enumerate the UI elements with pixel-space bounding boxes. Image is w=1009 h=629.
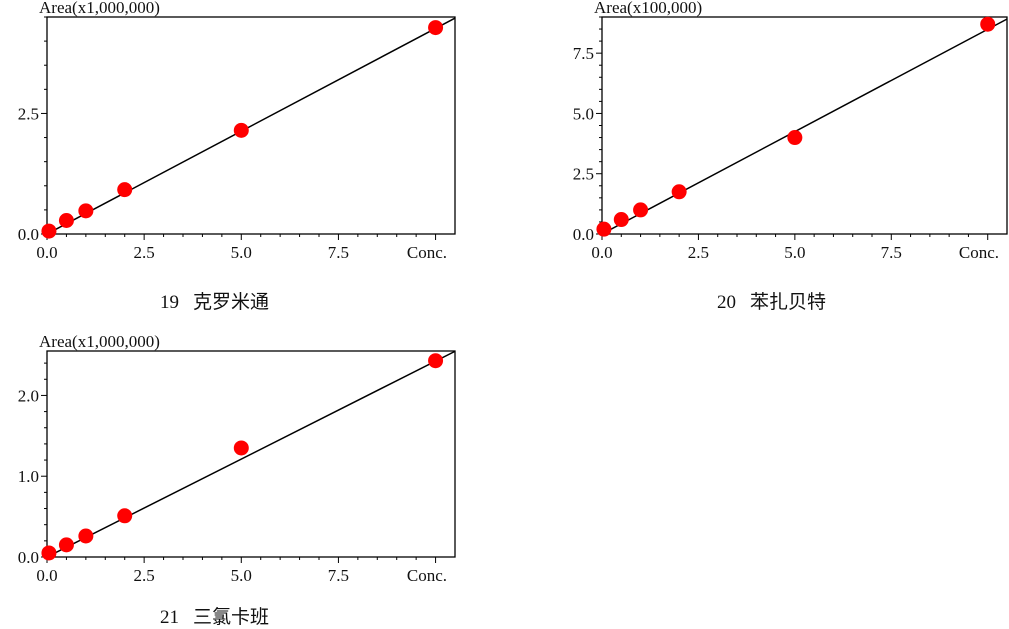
calibration-fit-line xyxy=(47,17,455,234)
data-point xyxy=(117,508,133,524)
x-tick-label: 5.0 xyxy=(231,566,252,585)
data-point xyxy=(41,545,57,561)
calibration-fit-line xyxy=(602,18,1007,234)
y-tick-label: 0.0 xyxy=(18,225,39,244)
data-point xyxy=(78,528,94,544)
data-point xyxy=(428,353,444,369)
caption-number: 20 xyxy=(717,292,736,313)
y-axis-label: Area(x1,000,000) xyxy=(39,0,160,17)
y-tick-label: 7.5 xyxy=(573,44,594,63)
y-axis-label: Area(x100,000) xyxy=(594,0,702,17)
chart-caption-20: 20 苯扎贝特 xyxy=(717,287,826,314)
caption-compound-name: 三氯卡班 xyxy=(193,606,270,628)
y-tick-label: 0.0 xyxy=(18,548,39,567)
chart-panel-19: Area(x1,000,000) 0.0 2.5 5.0 7.5 Conc. 0.0 2.5 xyxy=(0,0,470,290)
data-point xyxy=(78,203,94,219)
x-tick-label: 7.5 xyxy=(328,566,349,585)
caption-compound-name: 克罗米通 xyxy=(193,291,270,313)
plot-frame xyxy=(46,350,456,558)
data-point xyxy=(58,212,74,228)
data-point xyxy=(233,122,249,138)
caption-number: 19 xyxy=(160,292,179,313)
caption-number: 21 xyxy=(160,607,179,628)
x-tick-label: 2.5 xyxy=(134,566,155,585)
y-axis-label: Area(x1,000,000) xyxy=(39,332,160,351)
chart-svg-19: Area(x1,000,000) 0.0 2.5 5.0 7.5 Conc. 0.0 2.5 xyxy=(18,0,456,262)
x-tick-label: 7.5 xyxy=(328,243,349,262)
x-tick-label: 0.0 xyxy=(36,566,57,585)
calibration-fit-line xyxy=(47,351,455,557)
data-point xyxy=(117,182,133,198)
x-tick-label: 7.5 xyxy=(881,243,902,262)
chart-caption-21: 21 三氯卡班 xyxy=(160,602,269,629)
y-tick-label: 0.0 xyxy=(573,225,594,244)
x-tick-label: 2.5 xyxy=(688,243,709,262)
chart-svg-20: Area(x100,000) 0.0 2.5 5.0 7.5 Conc. 0.0 2.5 5.0… xyxy=(573,0,1008,262)
caption-compound-name: 苯扎贝特 xyxy=(750,291,827,313)
x-tick-label: 5.0 xyxy=(231,243,252,262)
chart-caption-19: 19 克罗米通 xyxy=(160,287,269,314)
y-tick-label: 2.0 xyxy=(18,386,39,405)
y-tick-label: 2.5 xyxy=(573,165,594,184)
data-point xyxy=(233,440,249,456)
data-point xyxy=(787,130,803,146)
chart-panel-21: Area(x1,000,000) 0.0 2.5 5.0 7.5 Conc. 0.0 1.0 2… xyxy=(0,325,470,605)
data-point xyxy=(980,16,996,32)
data-point xyxy=(41,223,57,239)
data-point xyxy=(633,202,649,218)
data-point xyxy=(428,20,444,36)
x-tick-label: 2.5 xyxy=(134,243,155,262)
y-tick-label: 2.5 xyxy=(18,104,39,123)
data-point xyxy=(58,537,74,553)
x-axis-label: Conc. xyxy=(407,566,447,585)
x-tick-label: 0.0 xyxy=(591,243,612,262)
data-point xyxy=(613,212,629,228)
x-tick-label: 0.0 xyxy=(36,243,57,262)
x-axis-label: Conc. xyxy=(959,243,999,262)
chart-svg-21: Area(x1,000,000) 0.0 2.5 5.0 7.5 Conc. 0.0 1.0 2… xyxy=(18,332,456,585)
y-tick-label: 5.0 xyxy=(573,104,594,123)
y-tick-label: 1.0 xyxy=(18,467,39,486)
plot-frame xyxy=(46,16,456,235)
x-tick-label: 5.0 xyxy=(784,243,805,262)
chart-panel-20: Area(x100,000) 0.0 2.5 5.0 7.5 Conc. 0.0 2.5 5.0… xyxy=(555,0,1009,290)
data-point xyxy=(596,221,612,237)
x-axis-label: Conc. xyxy=(407,243,447,262)
data-point xyxy=(671,184,687,200)
